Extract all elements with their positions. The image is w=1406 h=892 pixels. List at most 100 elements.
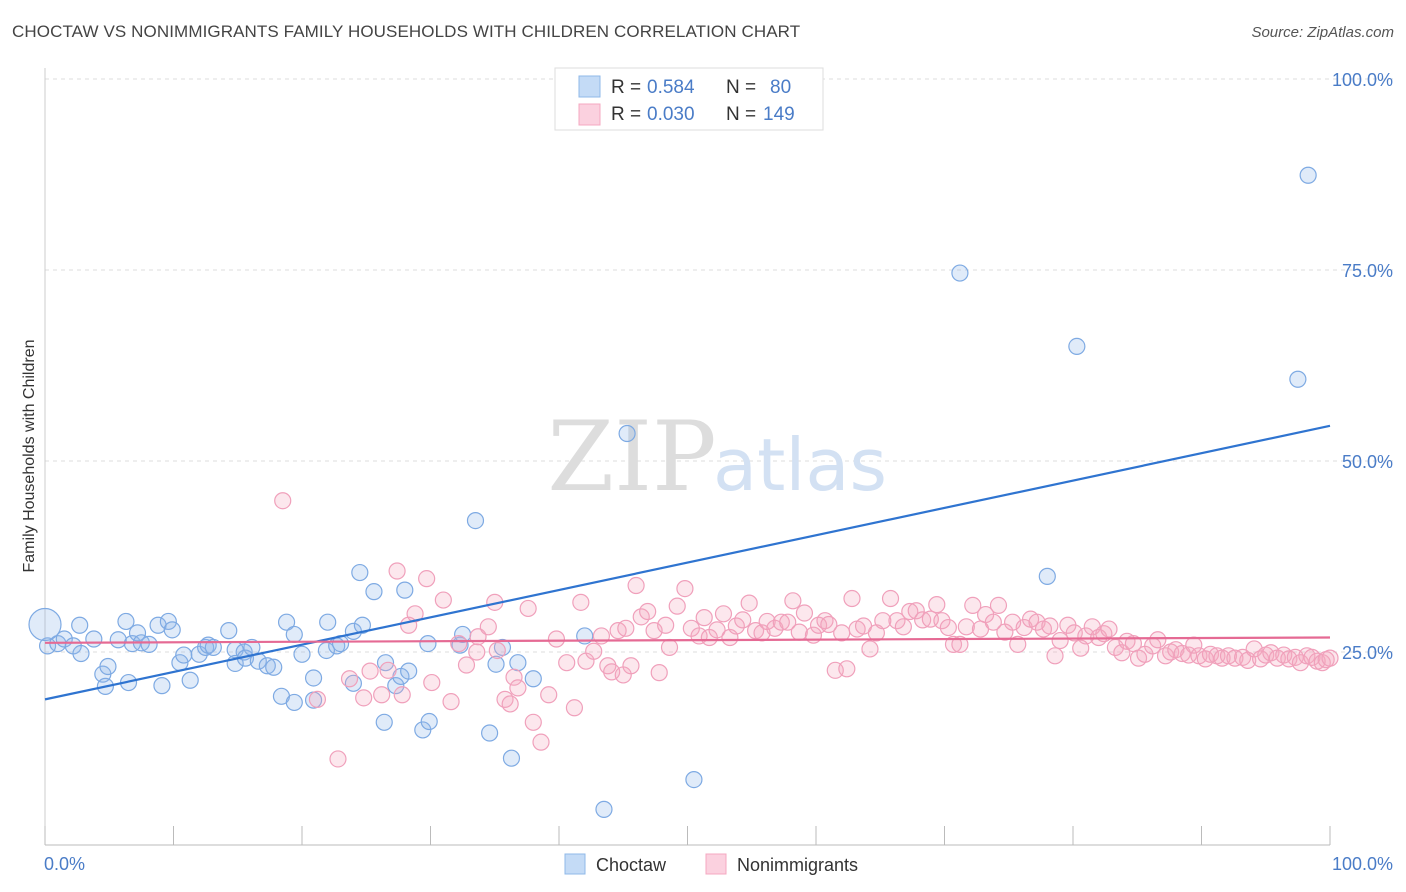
nonimmigrants-point-8 <box>388 562 406 580</box>
y-tick-label-0: 25.0% <box>1342 643 1393 663</box>
legend-r-value-2: 0.030 <box>647 104 695 125</box>
nonimmigrants-point-126 <box>1149 631 1167 649</box>
nonimmigrants-point-106 <box>1028 613 1046 631</box>
nonimmigrants-point-9 <box>393 686 411 704</box>
nonimmigrants-point-118 <box>1100 620 1118 638</box>
choctaw-point-17 <box>153 677 171 695</box>
choctaw-point-15 <box>140 635 158 653</box>
nonimmigrants-point-29 <box>540 686 558 704</box>
nonimmigrants-point-31 <box>558 654 576 672</box>
nonimmigrants-point-44 <box>639 602 657 621</box>
nonimmigrants-point-83 <box>881 589 900 608</box>
nonimmigrants-point-68 <box>790 623 808 641</box>
choctaw-point-57 <box>400 662 418 680</box>
choctaw-point-19 <box>163 621 181 639</box>
nonimmigrants-point-69 <box>795 604 814 622</box>
nonimmigrants-trend-line <box>44 636 1331 644</box>
choctaw-point-54 <box>387 677 405 695</box>
nonimmigrants-point-50 <box>676 579 694 598</box>
nonimmigrants-point-84 <box>888 612 906 630</box>
choctaw-point-65 <box>487 655 505 673</box>
bottom-legend-swatch-choctaw <box>564 853 586 875</box>
choctaw-point-large <box>28 607 62 642</box>
choctaw-point-27 <box>220 622 238 640</box>
trend-lines <box>44 424 1331 701</box>
nonimmigrants-point-96 <box>964 596 982 614</box>
nonimmigrants-point-87 <box>907 602 925 620</box>
choctaw-point-71 <box>618 424 636 443</box>
nonimmigrants-point-65 <box>772 613 790 631</box>
nonimmigrants-point-91 <box>933 612 951 630</box>
choctaw-point-74 <box>1038 567 1056 585</box>
nonimmigrants-point-28 <box>532 733 550 751</box>
nonimmigrants-point-46 <box>650 664 668 682</box>
nonimmigrants-point-40 <box>617 619 635 637</box>
nonimmigrants-point-108 <box>1041 617 1059 635</box>
nonimmigrants-point-56 <box>714 605 733 623</box>
choctaw-point-42 <box>304 669 323 687</box>
nonimmigrants-point-53 <box>695 609 713 627</box>
nonimmigrants-point-85 <box>894 618 912 636</box>
nonimmigrants-point-18 <box>468 643 486 661</box>
choctaw-point-38 <box>285 693 303 712</box>
choctaw-point-67 <box>502 749 521 767</box>
watermark: ZIP atlas <box>547 401 887 513</box>
choctaw-point-9 <box>99 657 117 676</box>
watermark-zip: ZIP <box>547 401 716 513</box>
nonimmigrants-point-1 <box>308 690 327 708</box>
choctaw-point-6 <box>85 630 103 648</box>
choctaw-point-76 <box>1289 370 1307 388</box>
choctaw-point-72 <box>685 770 703 789</box>
nonimmigrants-point-55 <box>708 621 726 639</box>
tick-labels: 25.0% 50.0% 75.0% 100.0% 0.0% 100.0% <box>44 70 1393 874</box>
choctaw-point-10 <box>109 631 127 649</box>
nonimmigrants-point-14 <box>434 591 452 609</box>
choctaw-point-49 <box>351 563 369 582</box>
choctaw-point-22 <box>181 671 199 689</box>
nonimmigrants-point-48 <box>660 638 679 657</box>
choctaw-point-21 <box>175 646 193 664</box>
legend-n-value-1: 80 <box>770 77 791 98</box>
x-tick-label-1: 100.0% <box>1332 854 1393 874</box>
nonimmigrants-point-99 <box>984 613 1002 631</box>
choctaw-point-75 <box>1068 337 1086 355</box>
choctaw-point-64 <box>481 724 499 742</box>
nonimmigrants-point-82 <box>874 612 892 630</box>
nonimmigrants-point-3 <box>340 670 359 688</box>
legend-r-value-1: 0.584 <box>647 77 695 98</box>
choctaw-point-5 <box>71 616 89 634</box>
nonimmigrants-point-12 <box>418 570 436 588</box>
bottom-legend-choctaw: Choctaw <box>596 855 667 875</box>
nonimmigrants-point-21 <box>488 641 506 660</box>
source-label: Source: ZipAtlas.com <box>1251 24 1394 41</box>
nonimmigrants-point-15 <box>442 693 460 711</box>
legend: R = 0.584 N = 80 R = 0.030 N = 149 <box>554 67 824 131</box>
nonimmigrants-point-4 <box>355 689 373 707</box>
nonimmigrants-point-7 <box>379 661 397 679</box>
nonimmigrants-point-67 <box>784 592 802 610</box>
nonimmigrants-point-30 <box>547 630 566 648</box>
choctaw-point-52 <box>375 713 393 731</box>
nonimmigrants-point-76 <box>838 660 856 678</box>
nonimmigrants-point-11 <box>406 605 424 623</box>
choctaw-point-35 <box>265 658 283 676</box>
choctaw-point-56 <box>396 581 414 599</box>
nonimmigrants-point-49 <box>668 597 686 615</box>
nonimmigrants-point-33 <box>572 593 590 611</box>
choctaw-point-26 <box>204 638 222 657</box>
legend-swatch-choctaw <box>578 75 601 98</box>
y-tick-label-1: 50.0% <box>1342 452 1393 472</box>
y-axis-label: Family Households with Children <box>21 340 38 573</box>
nonimmigrants-point-110 <box>1051 631 1069 650</box>
choctaw-point-23 <box>190 645 208 663</box>
nonimmigrants-point-16 <box>450 634 468 653</box>
nonimmigrants-point-92 <box>939 618 957 637</box>
legend-n-value-2: 149 <box>763 104 795 125</box>
x-tick-label-0: 0.0% <box>44 854 85 874</box>
nonimmigrants-point-22 <box>496 690 514 708</box>
choctaw-point-68 <box>509 654 527 672</box>
nonimmigrants-point-6 <box>373 686 391 704</box>
nonimmigrants-point-130 <box>1173 644 1191 663</box>
choctaw-point-34 <box>258 657 276 675</box>
nonimmigrants-point-73 <box>820 615 838 634</box>
